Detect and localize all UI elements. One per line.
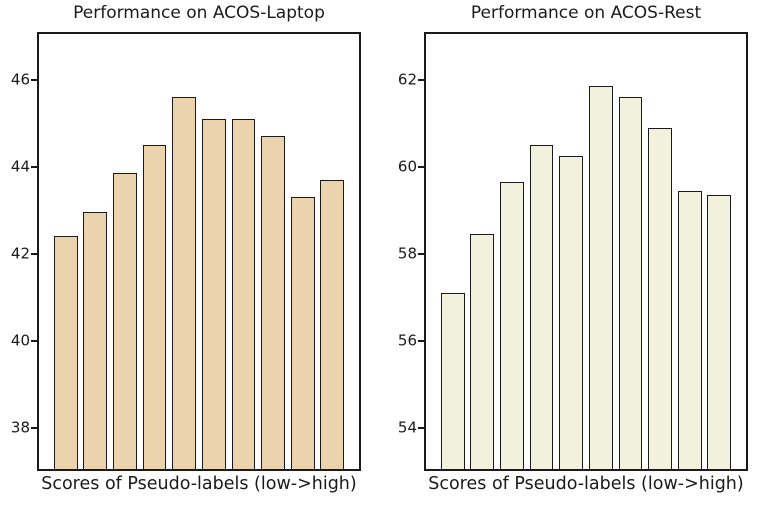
y-tick-label: 62 xyxy=(397,70,417,89)
bar xyxy=(559,155,584,469)
bar xyxy=(172,97,197,469)
bar xyxy=(83,212,108,469)
bar xyxy=(261,136,285,469)
chart-acos-laptop: Performance on ACOS-Laptop 38 40 42 44 46 Sc… xyxy=(0,0,382,506)
bar xyxy=(648,127,672,469)
bar xyxy=(142,144,167,469)
y-tick-mark xyxy=(418,426,424,429)
bar xyxy=(618,97,643,469)
y-tick-label: 44 xyxy=(10,157,30,176)
bar xyxy=(201,118,226,469)
y-tick-label: 54 xyxy=(397,418,417,437)
y-tick-label: 46 xyxy=(10,70,30,89)
y-tick-mark xyxy=(31,339,37,342)
y-tick-mark xyxy=(418,339,424,342)
x-axis-label: Scores of Pseudo-labels (low->high) xyxy=(428,474,744,494)
chart-title: Performance on ACOS-Rest xyxy=(470,3,702,23)
bar xyxy=(231,118,256,469)
y-tick-mark xyxy=(31,252,37,255)
bar xyxy=(500,181,524,469)
y-tick-label: 40 xyxy=(10,331,30,350)
y-tick-label: 60 xyxy=(397,157,417,176)
chart-title: Performance on ACOS-Laptop xyxy=(73,3,325,23)
bar xyxy=(470,234,495,469)
bar xyxy=(529,144,554,469)
y-tick-mark xyxy=(418,252,424,255)
y-tick-mark xyxy=(418,78,424,81)
y-tick-label: 38 xyxy=(10,418,30,437)
bar xyxy=(53,236,78,469)
y-tick-mark xyxy=(31,78,37,81)
plot-area: 38 40 42 44 46 xyxy=(11,32,361,471)
bar xyxy=(290,197,315,469)
y-tick-label: 58 xyxy=(397,244,417,263)
bar xyxy=(320,179,345,469)
plot-area: 54 56 58 60 62 xyxy=(398,32,748,471)
y-tick-mark xyxy=(31,426,37,429)
bar xyxy=(440,292,465,469)
bar xyxy=(113,173,137,469)
chart-acos-rest: Performance on ACOS-Rest 54 56 58 60 62 Scor… xyxy=(382,0,765,506)
y-tick-label: 56 xyxy=(397,331,417,350)
y-tick-mark xyxy=(31,165,37,168)
y-tick-mark xyxy=(418,165,424,168)
x-axis-label: Scores of Pseudo-labels (low->high) xyxy=(41,474,357,494)
bar xyxy=(588,86,613,469)
bar xyxy=(677,190,702,469)
bar xyxy=(707,194,732,469)
y-tick-label: 42 xyxy=(10,244,30,263)
